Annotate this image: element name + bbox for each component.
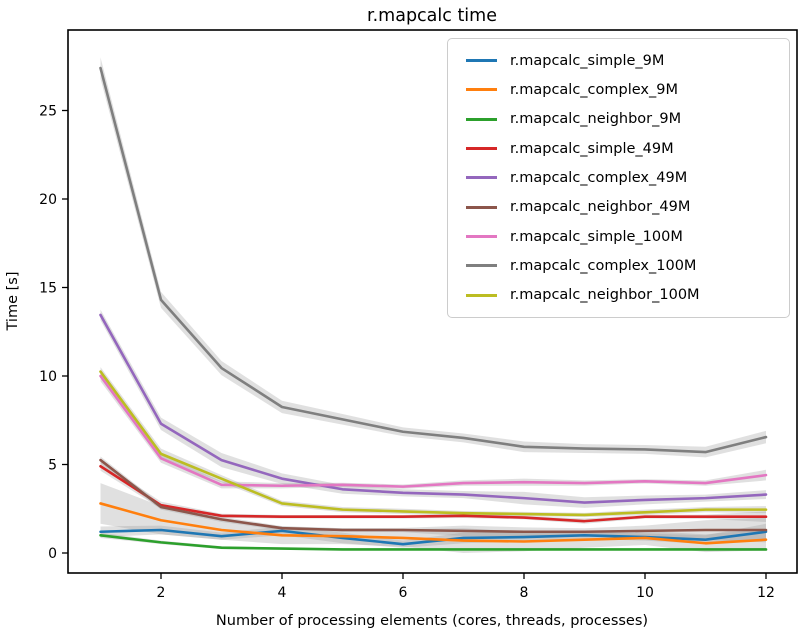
legend-line-swatch — [466, 117, 497, 121]
series-line-r.mapcalc_complex_100M — [99, 66, 768, 454]
x-tick-label: 2 — [157, 585, 166, 601]
legend-label: r.mapcalc_neighbor_100M — [510, 287, 700, 304]
x-tick-label: 10 — [636, 585, 654, 601]
legend-label: r.mapcalc_complex_49M — [510, 169, 688, 186]
series-line-r.mapcalc_neighbor_9M — [99, 533, 768, 551]
y-tick-label: 15 — [39, 281, 57, 297]
legend-item: r.mapcalc_complex_9M — [458, 82, 779, 98]
series-line-r.mapcalc_neighbor_49M — [99, 458, 768, 534]
legend-line-swatch — [466, 293, 497, 297]
series-line-r.mapcalc_neighbor_100M — [99, 370, 768, 517]
x-tick-label: 12 — [757, 585, 775, 601]
legend-line-swatch — [466, 235, 497, 239]
y-tick-label: 20 — [39, 192, 57, 208]
plot-area — [67, 29, 798, 574]
x-tick-label: 6 — [399, 585, 408, 601]
legend-label: r.mapcalc_neighbor_9M — [510, 111, 682, 128]
series-line-r.mapcalc_simple_49M — [99, 464, 768, 523]
legend-label: r.mapcalc_complex_9M — [510, 81, 678, 98]
legend-label: r.mapcalc_simple_49M — [510, 140, 674, 157]
legend-line-swatch — [466, 264, 497, 268]
y-tick-label: 5 — [48, 458, 57, 474]
error-band — [100, 523, 766, 548]
legend-item: r.mapcalc_simple_49M — [458, 141, 779, 157]
legend-item: r.mapcalc_simple_9M — [458, 53, 779, 69]
legend-item: r.mapcalc_neighbor_49M — [458, 199, 779, 215]
legend-item: r.mapcalc_neighbor_100M — [458, 287, 779, 303]
y-tick-label: 10 — [39, 369, 57, 385]
legend-item: r.mapcalc_neighbor_9M — [458, 111, 779, 127]
series-line-r.mapcalc_complex_49M — [99, 313, 768, 504]
error-band — [100, 456, 766, 543]
legend-label: r.mapcalc_simple_9M — [510, 52, 665, 69]
legend-label: r.mapcalc_simple_100M — [510, 228, 683, 245]
legend-item: r.mapcalc_complex_100M — [458, 258, 779, 274]
chart-title: r.mapcalc time — [367, 6, 497, 26]
legend-item: r.mapcalc_simple_100M — [458, 229, 779, 245]
series-line-r.mapcalc_simple_9M — [99, 528, 768, 546]
series-line-r.mapcalc_complex_9M — [99, 502, 768, 545]
legend-line-swatch — [466, 176, 497, 180]
y-axis-label: Time [s] — [5, 272, 21, 332]
legend-label: r.mapcalc_complex_100M — [510, 257, 697, 274]
y-tick-label: 0 — [48, 546, 57, 562]
x-tick-label: 4 — [278, 585, 287, 601]
legend-line-swatch — [466, 205, 497, 209]
series-line-r.mapcalc_simple_100M — [99, 374, 768, 488]
series-lines-group — [99, 66, 768, 551]
legend-line-swatch — [466, 147, 497, 151]
legend-line-swatch — [466, 59, 497, 63]
legend-line-swatch — [466, 88, 497, 92]
axis-ticks-group: 2 4 6 8 10 12 0 5 10 15 20 25 — [39, 104, 775, 602]
legend-item: r.mapcalc_complex_49M — [458, 170, 779, 186]
legend-label: r.mapcalc_neighbor_49M — [510, 199, 691, 216]
y-tick-label: 25 — [39, 104, 57, 120]
x-axis-label: Number of processing elements (cores, th… — [216, 613, 648, 629]
x-tick-label: 8 — [520, 585, 529, 601]
